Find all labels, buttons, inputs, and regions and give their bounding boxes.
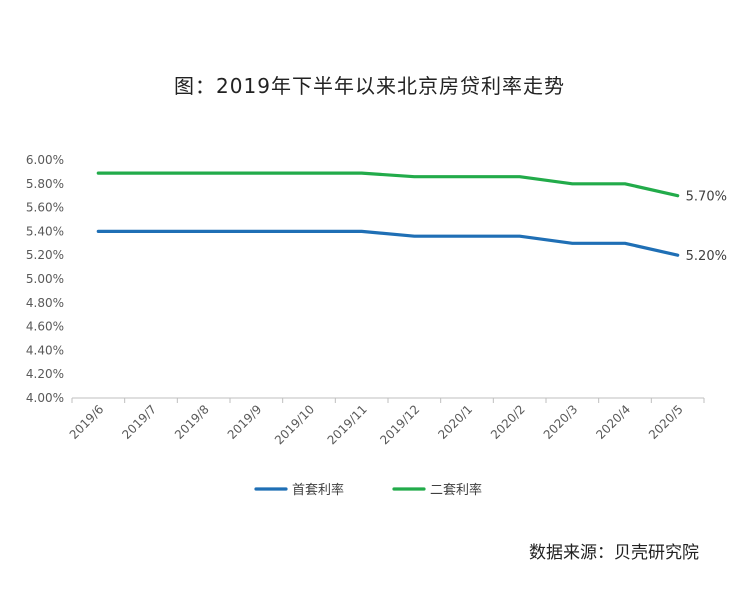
- y-tick-label: 4.80%: [26, 296, 64, 310]
- legend-label-2: 二套利率: [430, 482, 482, 498]
- series-end-label-1: 5.20%: [686, 249, 727, 264]
- y-axis: 4.00% 4.20% 4.40% 4.60% 4.80% 5.00% 5.20% 5.40%…: [26, 153, 64, 405]
- y-tick-label: 4.20%: [26, 367, 64, 381]
- y-tick-label: 5.40%: [26, 224, 64, 238]
- x-tick-label: 2020/3: [541, 402, 581, 442]
- series-line-1: [96, 229, 680, 257]
- y-tick-label: 5.00%: [26, 272, 64, 286]
- x-axis: 2019/6 2019/7 2019/8 2019/9 2019/10 2019/11 20…: [67, 397, 705, 447]
- y-tick-label: 4.60%: [26, 320, 64, 334]
- series-end-label-2: 5.70%: [686, 190, 727, 205]
- chart-title: 图：2019年下半年以来北京房贷利率走势: [174, 74, 565, 98]
- y-tick-label: 4.00%: [26, 391, 64, 405]
- x-tick-label: 2019/11: [325, 402, 370, 447]
- y-tick-label: 4.40%: [26, 343, 64, 357]
- y-tick-label: 5.80%: [26, 177, 64, 191]
- y-tick-label: 6.00%: [26, 153, 64, 167]
- series-layer: 5.20% 5.70%: [96, 171, 727, 264]
- x-tick-label: 2019/7: [119, 402, 159, 442]
- x-tick-label: 2019/6: [67, 402, 107, 442]
- x-tick-label: 2019/9: [225, 402, 265, 442]
- y-tick-label: 5.20%: [26, 248, 64, 262]
- legend-label-1: 首套利率: [292, 482, 344, 498]
- legend: 首套利率 二套利率: [254, 482, 482, 498]
- x-tick-label: 2020/2: [488, 402, 528, 442]
- source-note: 数据来源：贝壳研究院: [529, 543, 699, 563]
- x-tick-label: 2020/1: [435, 402, 475, 442]
- x-tick-label: 2020/5: [646, 402, 686, 442]
- x-tick-label: 2020/4: [593, 402, 633, 442]
- series-line-2: [96, 171, 680, 198]
- x-tick-label: 2019/8: [172, 402, 212, 442]
- x-tick-label: 2019/12: [377, 402, 422, 447]
- y-tick-label: 5.60%: [26, 201, 64, 215]
- x-tick-label: 2019/10: [272, 402, 317, 447]
